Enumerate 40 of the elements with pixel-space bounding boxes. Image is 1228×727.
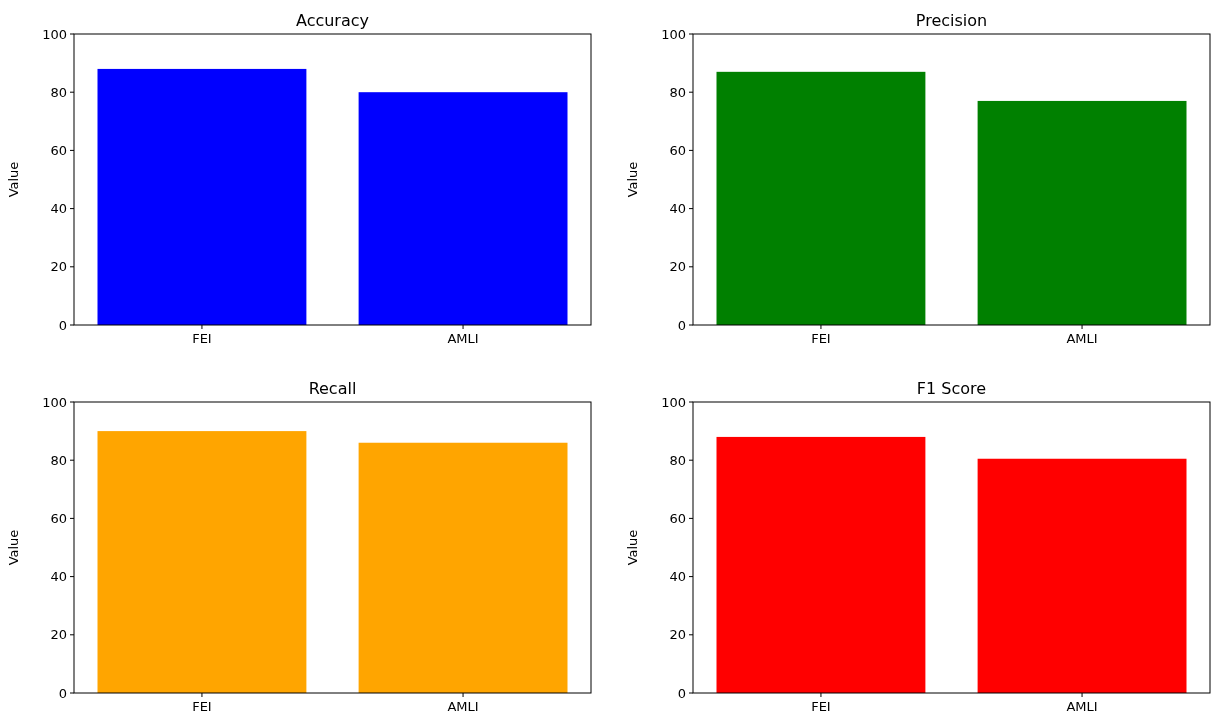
y-axis-title: Value (6, 529, 21, 566)
chart-title: Recall (308, 379, 357, 398)
chart-title: F1 Score (916, 379, 987, 398)
y-tick-label: 80 (669, 84, 686, 100)
x-tick-label: FEI (811, 699, 831, 714)
y-tick-label: 40 (50, 201, 67, 217)
y-tick-label: 0 (58, 317, 67, 333)
y-axis-title: Value (625, 529, 640, 566)
y-tick-label: 0 (677, 685, 686, 701)
x-tick-label: AMLI (447, 699, 479, 714)
x-tick-label: FEI (192, 331, 212, 346)
y-tick-label: 20 (50, 259, 67, 275)
y-tick-label: 80 (50, 84, 67, 100)
x-tick-label: AMLI (447, 331, 479, 346)
y-tick-label: 60 (669, 510, 686, 526)
y-tick-label: 60 (669, 142, 686, 158)
y-tick-label: 0 (58, 685, 67, 701)
y-axis-title: Value (625, 161, 640, 198)
x-tick-label: AMLI (1066, 331, 1098, 346)
y-tick-label: 40 (50, 569, 67, 585)
y-tick-label: 100 (661, 26, 686, 42)
y-tick-label: 60 (50, 142, 67, 158)
y-tick-label: 40 (669, 201, 686, 217)
x-tick-label: FEI (811, 331, 831, 346)
chart-title: Accuracy (295, 11, 370, 30)
y-tick-label: 80 (50, 452, 67, 468)
y-tick-label: 20 (669, 259, 686, 275)
y-tick-label: 100 (42, 26, 67, 42)
y-tick-label: 100 (661, 394, 686, 410)
y-tick-label: 60 (50, 510, 67, 526)
y-tick-label: 80 (669, 452, 686, 468)
x-tick-label: FEI (192, 699, 212, 714)
y-tick-label: 20 (669, 627, 686, 643)
y-tick-label: 0 (677, 317, 686, 333)
y-tick-label: 20 (50, 627, 67, 643)
y-axis-title: Value (6, 161, 21, 198)
chart-title: Precision (915, 11, 988, 30)
x-tick-label: AMLI (1066, 699, 1098, 714)
y-tick-label: 100 (42, 394, 67, 410)
y-tick-label: 40 (669, 569, 686, 585)
